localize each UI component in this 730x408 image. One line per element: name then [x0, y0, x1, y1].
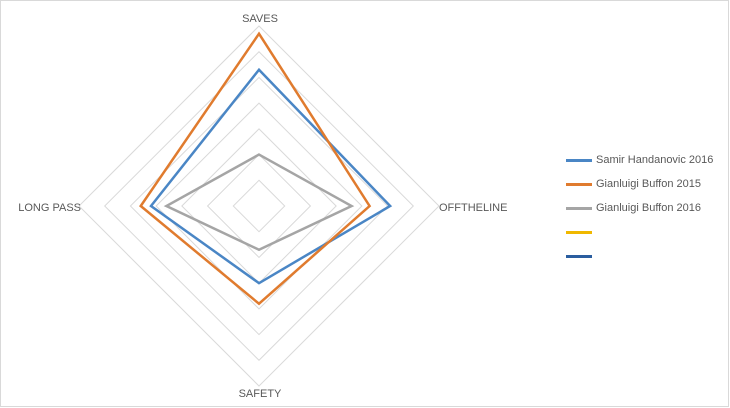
- grid-ring: [206, 153, 312, 259]
- legend-label: Gianluigi Buffon 2015: [596, 178, 701, 190]
- legend-swatch: [566, 206, 592, 210]
- axis-label-long-pass: LONG PASS: [18, 202, 81, 214]
- grid-ring: [155, 102, 363, 310]
- grid-ring: [232, 179, 286, 233]
- legend-swatch: [566, 230, 592, 234]
- axis-label-offtheline: OFFTHELINE: [439, 202, 507, 214]
- legend: Samir Handanovic 2016 Gianluigi Buffon 2…: [566, 148, 726, 268]
- legend-item: Samir Handanovic 2016: [566, 148, 726, 172]
- series-layer: [139, 31, 393, 306]
- legend-swatch: [566, 158, 592, 162]
- axis-label-saves: SAVES: [242, 13, 278, 25]
- grid-ring: [78, 25, 440, 387]
- legend-item: [566, 244, 726, 268]
- series-line-1: [139, 31, 372, 306]
- axis-label-safety: SAFETY: [239, 388, 282, 400]
- legend-item: Gianluigi Buffon 2015: [566, 172, 726, 196]
- legend-item: [566, 220, 726, 244]
- series-line-2: [163, 153, 355, 252]
- legend-label: Samir Handanovic 2016: [596, 154, 714, 166]
- legend-item: Gianluigi Buffon 2016: [566, 196, 726, 220]
- grid-ring: [104, 51, 414, 361]
- legend-swatch: [566, 182, 592, 186]
- radar-grid: [78, 25, 440, 387]
- grid-ring: [129, 76, 389, 336]
- series-line-0: [149, 67, 393, 285]
- legend-swatch: [566, 254, 592, 258]
- legend-label: Gianluigi Buffon 2016: [596, 202, 701, 214]
- axis-labels: SAVES OFFTHELINE SAFETY LONG PASS: [18, 13, 507, 400]
